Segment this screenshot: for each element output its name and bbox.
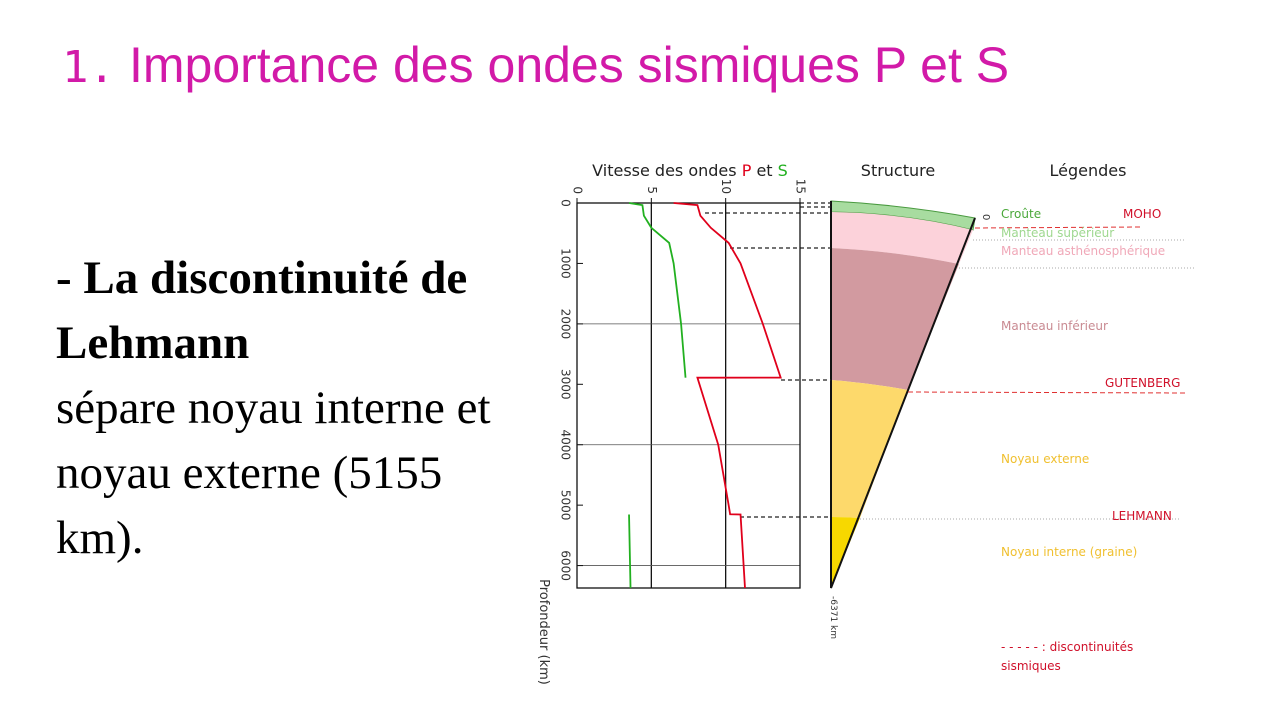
y-tick-label: 1000 [559,248,573,279]
legend-lehmann: LEHMANN [1112,509,1172,523]
legend-inner-core: Noyau interne (graine) [1001,545,1137,559]
chart-title-s: S [778,161,788,180]
legend-asthenosphere: Manteau asthénosphérique [1001,244,1165,258]
body-text: - La discontinuité de Lehmann sépare noya… [56,246,536,571]
legend-note-1: - - - - - : discontinuités [1001,640,1133,654]
body-sentence: sépare noyau interne et noyau externe (5… [56,382,491,564]
legend-lower-mantle: Manteau inférieur [1001,319,1108,333]
structure-bottom-label: -6371 km [828,596,838,639]
x-tick-label: 10 [719,179,733,194]
wedge-outline [830,201,976,589]
layer-outer-core [831,380,908,518]
y-tick-label: 3000 [559,369,573,400]
y-tick-label: 0 [559,199,573,207]
chart-title-and: et [756,161,772,180]
chart-title-p: P [742,161,752,180]
chart-title: Vitesse des ondes P et S [592,161,788,180]
structure-title: Structure [861,161,935,180]
y-tick-label: 6000 [559,550,573,581]
legend-crust: Croûte [1001,207,1041,221]
title-number: 1. [62,42,115,93]
discontinuity-lines [705,202,831,518]
velocity-line [628,202,687,589]
legend: Croûte MOHO Manteau supérieur Manteau as… [1001,207,1180,673]
legend-title: Légendes [1050,161,1127,180]
y-tick-label: 2000 [559,309,573,340]
plot-frame [576,202,801,589]
legend-lines [860,226,1195,520]
legend-outer-core: Noyau externe [1001,452,1089,466]
y-tick-label: 5000 [559,490,573,521]
legend-note-2: sismiques [1001,659,1061,673]
legend-moho: MOHO [1123,207,1161,221]
body-heading: - La discontinuité de Lehmann [56,252,468,369]
y-axis-title: Profondeur (km) [536,579,551,685]
velocity-plot: 0 5 10 15 0 1000 2000 3000 4000 5000 6000 [559,179,808,589]
y-tick-label: 4000 [559,429,573,460]
legend-upper-mantle: Manteau supérieur [1001,226,1114,240]
velocity-line [673,202,782,589]
layer-lower-mantle [831,248,959,390]
chart-title-text: Vitesse des ondes [592,161,736,180]
legend-gutenberg: GUTENBERG [1105,376,1180,390]
x-tick-label: 15 [794,179,808,194]
slide-title: 1. Importance des ondes sismiques P et S [62,36,1009,94]
x-tick-label: 0 [571,186,585,194]
x-tick-label: 5 [645,186,659,194]
title-text: Importance des ondes sismiques P et S [128,37,1010,93]
layer-upper-mantle [831,212,973,264]
structure-top-label: 0 [980,214,991,220]
